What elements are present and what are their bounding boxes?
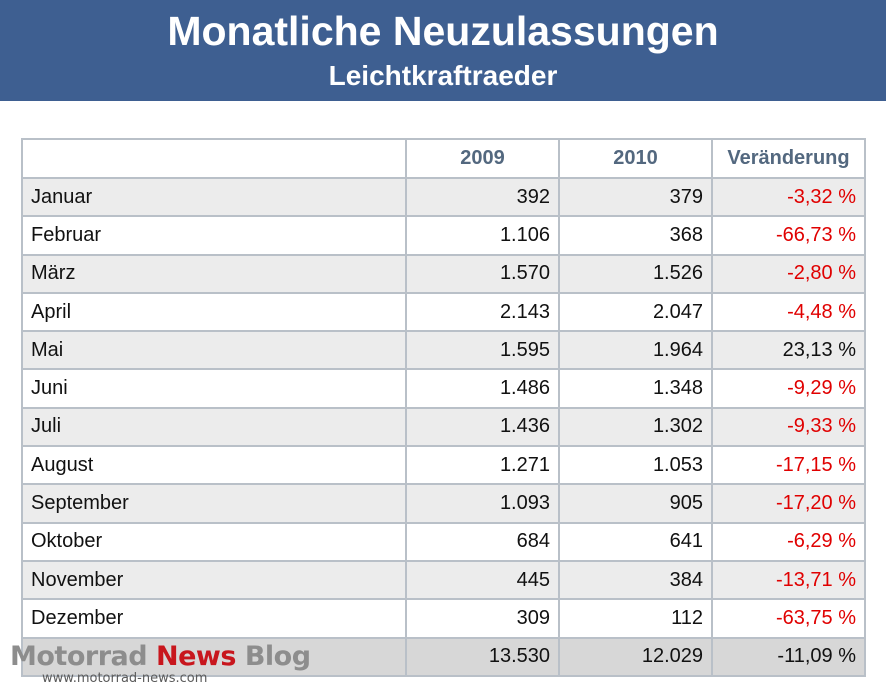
header-change: Veränderung	[711, 138, 866, 179]
cell-2009: 1.570	[405, 253, 560, 294]
watermark-brand-part2: News	[155, 641, 236, 672]
header-2010: 2010	[558, 138, 713, 179]
cell-change: 23,13 %	[711, 330, 866, 371]
cell-total-change: -11,09 %	[711, 636, 866, 677]
table-row: Oktober 684 641 -6,29 %	[21, 521, 866, 562]
cell-change: -63,75 %	[711, 598, 866, 639]
watermark-logo: Motorrad News Blog www.motorrad-news.com	[10, 642, 311, 688]
cell-2009: 1.595	[405, 330, 560, 371]
cell-change: -9,33 %	[711, 406, 866, 448]
cell-month: Dezember	[21, 598, 407, 639]
cell-2010: 368	[558, 215, 713, 256]
watermark-url: www.motorrad-news.com	[42, 671, 208, 686]
cell-change: -3,32 %	[711, 176, 866, 218]
table-row: Juli 1.436 1.302 -9,33 %	[21, 406, 866, 448]
cell-2010: 379	[558, 176, 713, 218]
cell-month: Juli	[21, 406, 407, 448]
table-row: September 1.093 905 -17,20 %	[21, 483, 866, 524]
page-title: Monatliche Neuzulassungen	[167, 8, 719, 54]
cell-2009: 309	[405, 598, 560, 639]
table-row: Mai 1.595 1.964 23,13 %	[21, 330, 866, 371]
cell-month: Februar	[21, 215, 407, 256]
cell-2009: 684	[405, 521, 560, 562]
cell-month: März	[21, 253, 407, 294]
cell-2009: 392	[405, 176, 560, 218]
header-month	[21, 138, 407, 179]
cell-change: -13,71 %	[711, 559, 866, 601]
cell-2010: 1.526	[558, 253, 713, 294]
table-row: November 445 384 -13,71 %	[21, 559, 866, 601]
table-row: März 1.570 1.526 -2,80 %	[21, 253, 866, 294]
cell-month: September	[21, 483, 407, 524]
table-row: Februar 1.106 368 -66,73 %	[21, 215, 866, 256]
cell-change: -2,80 %	[711, 253, 866, 294]
table-row: Juni 1.486 1.348 -9,29 %	[21, 368, 866, 409]
cell-2009: 1.093	[405, 483, 560, 524]
cell-change: -17,20 %	[711, 483, 866, 524]
cell-change: -17,15 %	[711, 445, 866, 486]
table-row: Dezember 309 112 -63,75 %	[21, 598, 866, 639]
cell-2010: 1.348	[558, 368, 713, 409]
cell-month: Oktober	[21, 521, 407, 562]
cell-total-label	[21, 636, 407, 677]
cell-change: -66,73 %	[711, 215, 866, 256]
cell-total-2010: 12.029	[558, 636, 713, 677]
cell-2010: 905	[558, 483, 713, 524]
cell-month: Mai	[21, 330, 407, 371]
cell-change: -6,29 %	[711, 521, 866, 562]
table-row: Januar 392 379 -3,32 %	[21, 176, 866, 218]
cell-change: -9,29 %	[711, 368, 866, 409]
cell-2010: 1.302	[558, 406, 713, 448]
watermark-brand: Motorrad News Blog	[10, 642, 311, 672]
watermark-brand-part3: Blog	[244, 641, 311, 672]
cell-2010: 641	[558, 521, 713, 562]
cell-2010: 384	[558, 559, 713, 601]
page-subtitle: Leichtkraftraeder	[328, 60, 558, 91]
cell-month: November	[21, 559, 407, 601]
cell-month: Januar	[21, 176, 407, 218]
cell-2010: 2.047	[558, 291, 713, 333]
cell-2009: 1.436	[405, 406, 560, 448]
cell-2010: 112	[558, 598, 713, 639]
cell-2009: 2.143	[405, 291, 560, 333]
cell-2009: 1.106	[405, 215, 560, 256]
cell-2009: 1.486	[405, 368, 560, 409]
table-row: August 1.271 1.053 -17,15 %	[21, 445, 866, 486]
header-2009: 2009	[405, 138, 560, 179]
cell-total-2009: 13.530	[405, 636, 560, 677]
cell-2010: 1.964	[558, 330, 713, 371]
cell-2009: 445	[405, 559, 560, 601]
cell-month: Juni	[21, 368, 407, 409]
cell-2010: 1.053	[558, 445, 713, 486]
registrations-table: 2009 2010 Veränderung Januar 392 379 -3,32 …	[21, 138, 866, 677]
table-row: April 2.143 2.047 -4,48 %	[21, 291, 866, 333]
cell-2009: 1.271	[405, 445, 560, 486]
table-total-row: 13.530 12.029 -11,09 %	[21, 636, 866, 677]
cell-change: -4,48 %	[711, 291, 866, 333]
table-header-row: 2009 2010 Veränderung	[21, 138, 866, 179]
cell-month: April	[21, 291, 407, 333]
title-banner: Monatliche Neuzulassungen Leichtkraftrae…	[0, 0, 886, 101]
cell-month: August	[21, 445, 407, 486]
watermark-brand-part1: Motorrad	[10, 641, 148, 672]
